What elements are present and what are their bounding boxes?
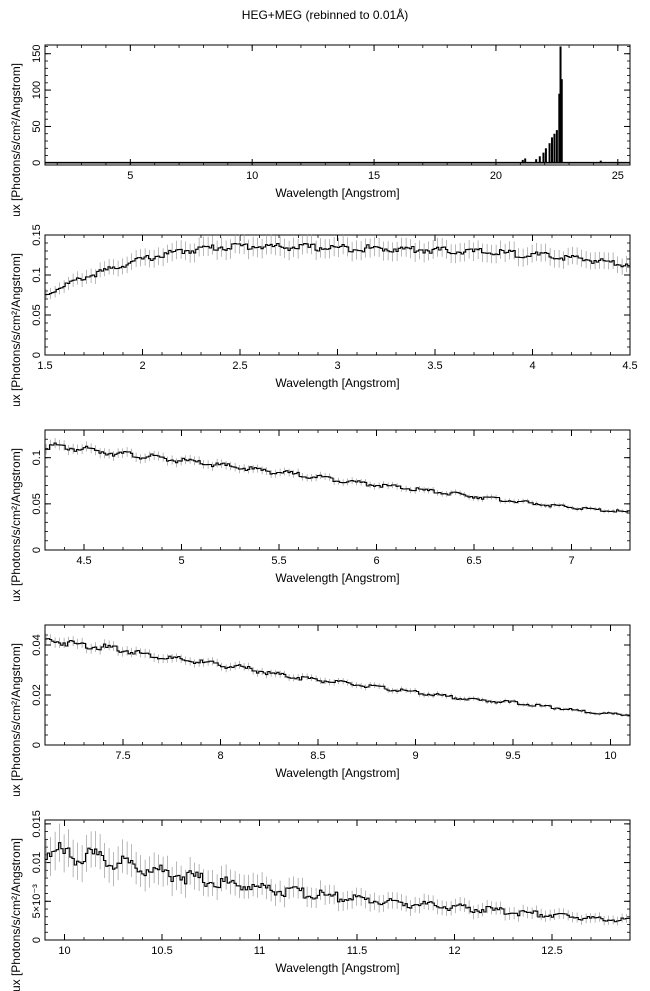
x-axis-title: Wavelength [Angstrom] (275, 766, 399, 780)
y-tick-label: 5×10⁻³ (31, 884, 43, 919)
x-tick-label: 2.5 (232, 360, 247, 372)
bar (558, 93, 561, 163)
bar (524, 158, 527, 163)
y-tick-label: 0 (31, 547, 43, 553)
series-line (45, 242, 630, 296)
bar (538, 156, 541, 163)
x-tick-label: 25 (612, 170, 624, 182)
y-tick-label: 0.04 (31, 634, 43, 655)
y-tick-label: 0.15 (31, 224, 43, 245)
x-tick-label: 3 (334, 360, 340, 372)
x-tick-label: 11 (254, 945, 265, 957)
y-axis-title: Flux [Photons/s/cm²/Angstrom] (9, 253, 23, 406)
x-tick-label: 10 (58, 945, 70, 957)
x-tick-label: 5 (178, 555, 184, 567)
bar (535, 159, 538, 163)
x-tick-label: 10.5 (151, 945, 172, 957)
y-tick-label: 0 (31, 742, 43, 748)
x-tick-label: 1.5 (37, 360, 52, 372)
chart-panel-4: 7.5 8 8.5 9 9.5 10 0 0.02 0.04 Wavelength [Angstr… (0, 610, 650, 796)
x-axis-title: Wavelength [Angstrom] (275, 961, 399, 975)
x-tick-label: 5.5 (271, 555, 286, 567)
series-1 (45, 437, 630, 514)
y-tick-label: 0.02 (31, 684, 43, 705)
x-tick-label: 12.5 (541, 945, 562, 957)
y-tick-label: 0.015 (31, 810, 43, 838)
plot-frame (44, 819, 631, 941)
bar (555, 130, 558, 163)
series-1 (45, 633, 630, 717)
x-tick-label: 8 (217, 750, 223, 762)
chart-1-svg: 5 10 15 20 25 0 50 100 150 Wavelength [Angstrom] F… (9, 44, 631, 216)
plot-frame (44, 44, 631, 166)
bar (560, 79, 563, 163)
series-line (45, 442, 630, 513)
x-axis-title: Wavelength [Angstrom] (275, 186, 399, 200)
plot-frame (44, 429, 631, 551)
bar (559, 46, 562, 163)
x-tick-label: 6 (373, 555, 379, 567)
x-tick-label: 5 (127, 170, 133, 182)
y-tick-label: 0.1 (31, 450, 43, 465)
series-line (45, 842, 630, 923)
x-tick-label: 9.5 (505, 750, 520, 762)
chart-3-svg: 4.5 5 5.5 6 6.5 7 0 0.05 0.1 Wavelength [Angstrom… (9, 429, 631, 601)
chart-panel-2: 1.5 2 2.5 3 3.5 4 4.5 0 0.05 0.1 0.15 Wavelength [A… (0, 220, 650, 406)
y-tick-label: 150 (31, 45, 43, 63)
x-tick-label: 12 (448, 945, 460, 957)
y-tick-label: 0.01 (31, 852, 43, 873)
bar (599, 160, 602, 163)
y-axis-title: Flux [Photons/s/cm²/Angstrom] (9, 838, 23, 991)
x-tick-label: 20 (490, 170, 502, 182)
bar (521, 159, 524, 163)
figure-title: HEG+MEG (rebinned to 0.01Å) (241, 8, 409, 22)
plot-frame (44, 624, 631, 746)
x-tick-label: 4.5 (76, 555, 91, 567)
y-tick-label: 0.05 (31, 493, 43, 514)
chart-2-svg: 1.5 2 2.5 3 3.5 4 4.5 0 0.05 0.1 0.15 Wavelength [A… (9, 224, 638, 406)
chart-panel-1: 5 10 15 20 25 0 50 100 150 Wavelength [Angstrom] F… (0, 30, 650, 216)
series-line (45, 638, 630, 717)
bar (544, 148, 547, 163)
chart-5-svg: 10 10.5 11 11.5 12 12.5 0 5×10⁻³ 0.01 0.015 Wavele… (9, 810, 631, 991)
y-tick-label: 0 (31, 160, 43, 166)
chart-4-svg: 7.5 8 8.5 9 9.5 10 0 0.02 0.04 Wavelength [Angstr… (9, 624, 631, 796)
x-tick-label: 10 (246, 170, 258, 182)
x-tick-label: 9 (412, 750, 418, 762)
bar (553, 133, 556, 163)
y-axis-title: Flux [Photons/s/cm²/Angstrom] (9, 63, 23, 216)
chart-panel-5: 10 10.5 11 11.5 12 12.5 0 5×10⁻³ 0.01 0.015 Wavele… (0, 805, 650, 991)
bar (542, 152, 545, 163)
series-1 (45, 823, 630, 926)
x-tick-label: 2 (139, 360, 145, 372)
y-tick-label: 100 (31, 81, 43, 99)
x-tick-label: 4.5 (622, 360, 637, 372)
x-tick-label: 6.5 (466, 555, 481, 567)
y-tick-label: 0 (31, 937, 43, 943)
y-tick-label: 0.05 (31, 304, 43, 325)
y-tick-label: 0.1 (31, 267, 43, 282)
x-axis-title: Wavelength [Angstrom] (275, 376, 399, 390)
y-axis-title: Flux [Photons/s/cm²/Angstrom] (9, 448, 23, 601)
x-tick-label: 7.5 (115, 750, 130, 762)
x-tick-label: 7 (568, 555, 574, 567)
x-axis-title: Wavelength [Angstrom] (275, 571, 399, 585)
x-tick-label: 11.5 (347, 945, 368, 957)
y-axis-title: Flux [Photons/s/cm²/Angstrom] (9, 643, 23, 796)
x-tick-label: 8.5 (310, 750, 325, 762)
bar (551, 137, 553, 163)
y-tick-label: 50 (31, 120, 43, 132)
x-tick-label: 15 (368, 170, 380, 182)
bar (548, 143, 551, 163)
x-tick-label: 4 (529, 360, 535, 372)
x-tick-label: 10 (604, 750, 616, 762)
chart-panel-3: 4.5 5 5.5 6 6.5 7 0 0.05 0.1 Wavelength [Angstrom… (0, 415, 650, 601)
y-tick-label: 0 (31, 352, 43, 358)
series-1 (45, 233, 630, 301)
x-tick-label: 3.5 (427, 360, 442, 372)
